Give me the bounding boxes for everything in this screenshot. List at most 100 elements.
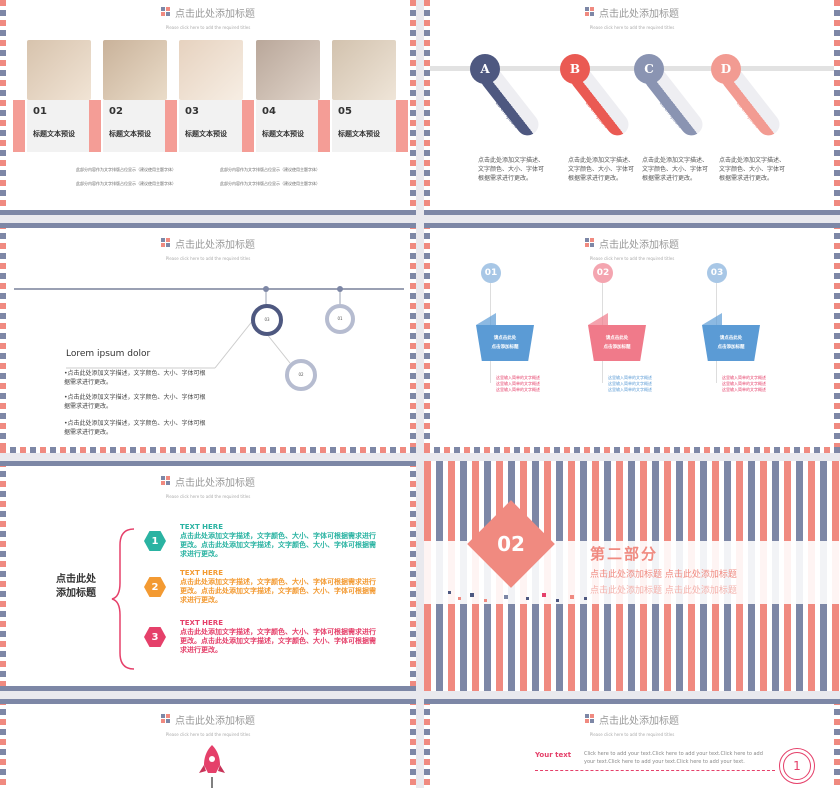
header-title: 点击此处添加标题: [599, 715, 679, 727]
card-label: 标题文本预设: [33, 130, 75, 138]
card-accent: [13, 100, 25, 152]
letter-ball: B: [560, 54, 590, 84]
number-circle: 02: [593, 263, 613, 283]
item-heading: TEXT HERE: [180, 619, 223, 627]
left-stripe: [0, 223, 6, 453]
photo-5: [332, 40, 396, 100]
ring-02: 02: [285, 359, 317, 391]
slide-7[interactable]: 点击此处添加标题 Please click here to add the re…: [0, 699, 416, 788]
header-title: 点击此处添加标题: [599, 8, 679, 20]
ring-03: 03: [251, 304, 283, 336]
slide-6[interactable]: 02 第二部分 点击此处添加标题 点击此处添加标题 点击此处添加标题 点击此处添…: [424, 461, 840, 691]
slide-2[interactable]: 点击此处添加标题 Please click here to add the re…: [424, 0, 840, 215]
logo-icon: [585, 714, 595, 724]
ribbon-banner: 请点击此处 点击添加标题: [476, 325, 534, 361]
left-title: 点击此处 添加标题: [56, 574, 96, 599]
right-stripe: [410, 223, 416, 453]
photo-1: [27, 40, 91, 100]
bullet-1: •点击此处添加文字描述，文字颜色、大小、字体可根据需求进行更改。: [64, 370, 206, 386]
item-heading: TEXT HERE: [180, 569, 223, 577]
bullet-3: •点击此处添加文字描述，文字颜色、大小、字体可根据需求进行更改。: [64, 420, 206, 436]
summary-line: 这里输入简单的文字概述: [722, 387, 766, 392]
item-description: 点击此处添加文字描述、文字颜色、大小、字体可根据需求进行更改。: [719, 157, 786, 182]
your-text-body: Click here to add your text.Click here t…: [584, 751, 763, 765]
card-accent: [242, 100, 254, 152]
slide-header: 点击此处添加标题 Please click here to add the re…: [0, 2, 416, 30]
brace-icon: [111, 528, 135, 670]
summary-line: 这里输入简单的文字概述: [722, 381, 766, 386]
card-label: 标题文本预设: [185, 130, 227, 138]
number-hexagon: 2: [144, 577, 166, 597]
right-stripe: [410, 0, 416, 215]
bottom-stripe: [0, 447, 416, 453]
slide-1[interactable]: 点击此处添加标题 Please click here to add the re…: [0, 0, 416, 215]
top-bar: [0, 699, 416, 704]
ribbon-banner: 请点击此处 点击添加标题: [588, 325, 646, 361]
confetti-dots: [448, 591, 587, 602]
slide-8[interactable]: 点击此处添加标题 Please click here to add the re…: [424, 699, 840, 788]
note-3: 此部分内容作为文字排版占位显示（建议使用主题字体）: [76, 181, 176, 186]
letter-ball: D: [711, 54, 741, 84]
connector-lines: [14, 286, 404, 369]
right-stripe: [410, 699, 416, 788]
header-subtitle: Please click here to add the required ti…: [165, 256, 251, 261]
card-2: 02 标题文本预设: [103, 100, 167, 152]
photo-2: [103, 40, 167, 100]
logo-icon: [161, 238, 171, 248]
summary-lines: 这里输入简单的文字概述 这里输入简单的文字概述 这里输入简单的文字概述: [722, 375, 792, 393]
ribbon-fold: [702, 313, 722, 325]
card-accent: [165, 100, 177, 152]
ribbon-fold: [476, 313, 496, 325]
step-circle: 1: [779, 748, 815, 784]
note-1: 此部分内容作为文字排版占位显示（建议使用主题字体）: [76, 167, 176, 172]
slide-5[interactable]: 点击此处添加标题 Please click here to add the re…: [0, 461, 416, 691]
ribbon-fold: [588, 313, 608, 325]
slide-header: 点击此处添加标题 Please click here to add the re…: [424, 2, 840, 30]
header-subtitle: Please click here to add the required ti…: [589, 256, 675, 261]
slide-3[interactable]: 点击此处添加标题 Please click here to add the re…: [0, 223, 416, 453]
section-line-2: 点击此处添加标题 点击此处添加标题: [590, 586, 737, 596]
summary-lines: 这里输入简单的文字概述 这里输入简单的文字概述 这里输入简单的文字概述: [496, 375, 566, 393]
header-title: 点击此处添加标题: [599, 239, 679, 251]
ribbon-banner: 请点击此处 点击添加标题: [702, 325, 760, 361]
item-body: 点击此处添加文字描述，文字颜色、大小、字体可根据需求进行更改。点击此处添加文字描…: [180, 628, 376, 654]
bottom-bar: [0, 210, 416, 215]
card-1: 01 标题文本预设: [27, 100, 91, 152]
header-title: 点击此处添加标题: [175, 477, 255, 489]
logo-icon: [585, 7, 595, 17]
header-title: 点击此处添加标题: [175, 8, 255, 20]
slide-header: 点击此处添加标题 Please click here to add the re…: [424, 233, 840, 261]
left-stripe: [424, 699, 430, 788]
right-stripe: [834, 0, 840, 215]
summary-line: 这里输入简单的文字概述: [722, 375, 766, 380]
dashed-line: [535, 770, 775, 771]
summary-line: 这里输入简单的文字概述: [608, 375, 652, 380]
note-2: 此部分内容作为文字排版占位显示（建议使用主题字体）: [220, 167, 320, 172]
left-stripe: [0, 461, 6, 691]
card-label: 标题文本预设: [338, 130, 380, 138]
slide-4[interactable]: 点击此处添加标题 Please click here to add the re…: [424, 223, 840, 453]
number-hexagon: 1: [144, 531, 166, 551]
photo-4: [256, 40, 320, 100]
header-subtitle: Please click here to add the required ti…: [589, 732, 675, 737]
top-bar: [424, 699, 840, 704]
summary-line: 这里输入简单的文字概述: [496, 387, 540, 392]
logo-icon: [585, 238, 595, 248]
section-line-1: 点击此处添加标题 点击此处添加标题: [590, 570, 737, 580]
slide-header: 点击此处添加标题 Please click here to add the re…: [0, 233, 416, 261]
card-accent: [396, 100, 408, 152]
section-number: 02: [497, 532, 525, 556]
card-4: 04 标题文本预设: [256, 100, 320, 152]
bottom-stripe: [424, 447, 840, 453]
card-number: 05: [338, 106, 352, 117]
header-subtitle: Please click here to add the required ti…: [165, 25, 251, 30]
top-bar: [0, 461, 416, 466]
bottom-bar: [424, 210, 840, 215]
right-stripe: [834, 223, 840, 453]
number-circle: 03: [707, 263, 727, 283]
right-stripe: [410, 461, 416, 691]
card-3: 03 标题文本预设: [179, 100, 243, 152]
header-subtitle: Please click here to add the required ti…: [165, 494, 251, 499]
header-title: 点击此处添加标题: [175, 239, 255, 251]
